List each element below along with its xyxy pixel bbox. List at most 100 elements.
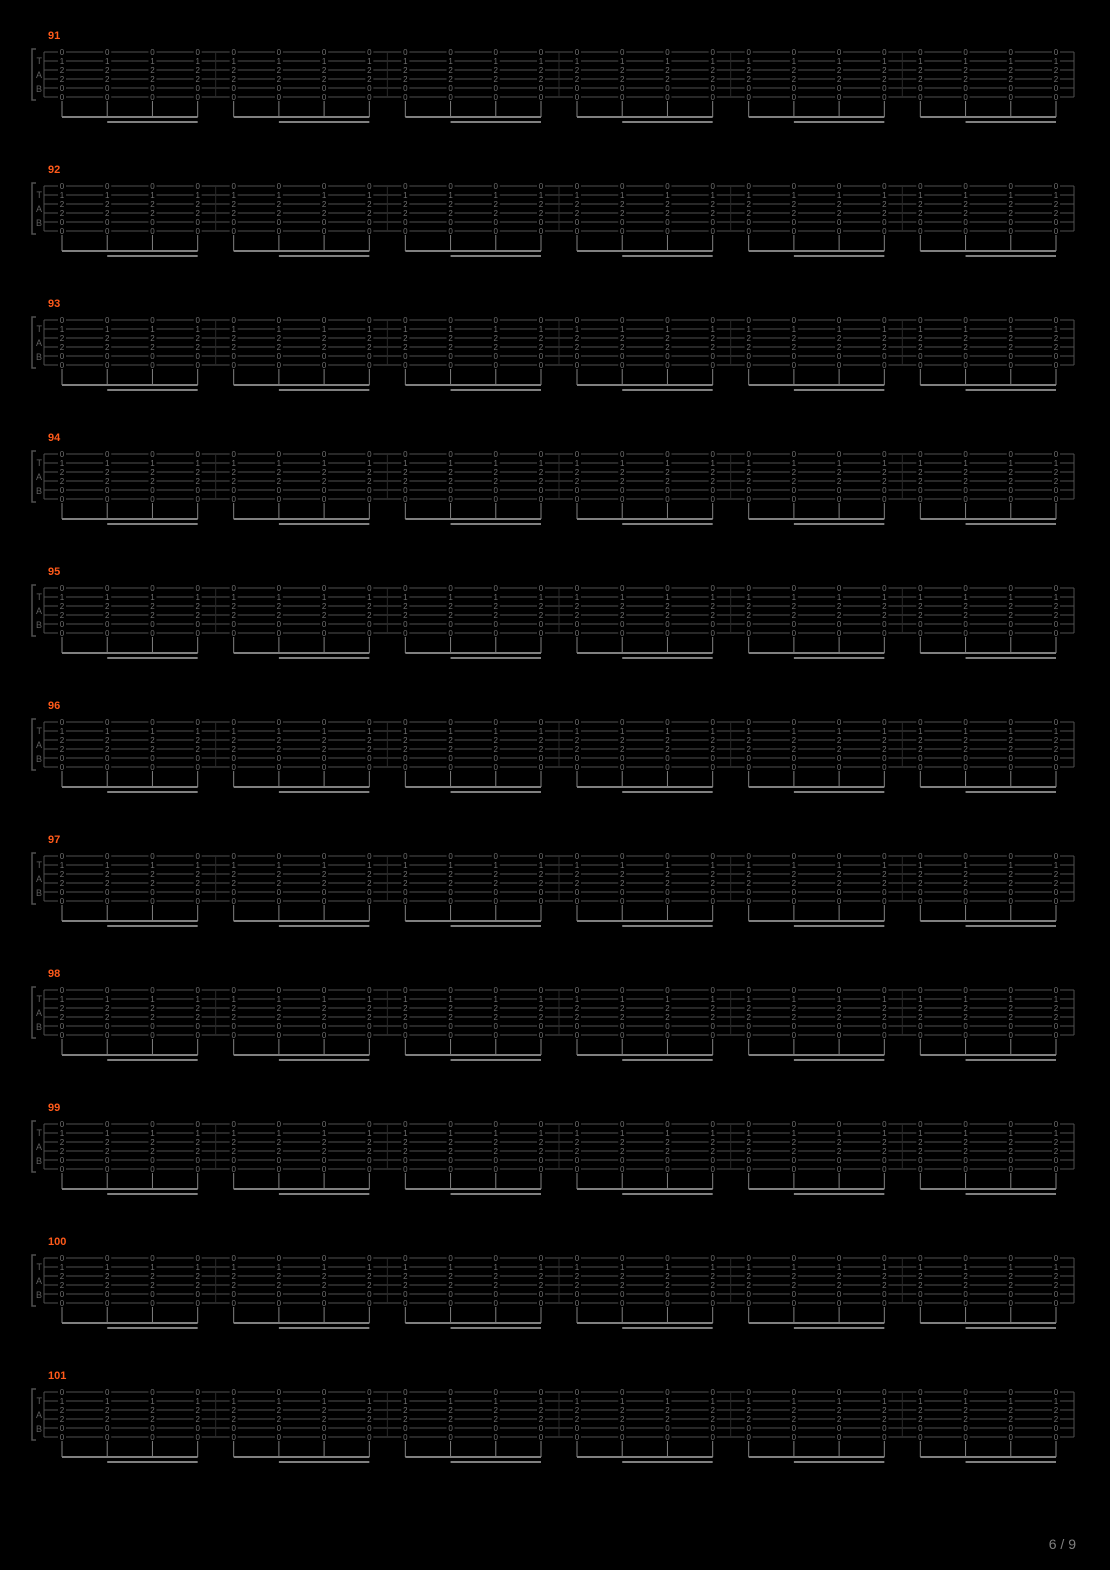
svg-text:2: 2	[792, 200, 797, 209]
svg-text:0: 0	[792, 1254, 797, 1263]
svg-text:0: 0	[1054, 352, 1059, 361]
svg-text:2: 2	[494, 1415, 499, 1424]
svg-text:2: 2	[539, 468, 544, 477]
svg-text:2: 2	[575, 1406, 580, 1415]
tab-staff-svg: TAB0122000122000122000122000122000122000…	[30, 982, 1080, 1092]
svg-text:0: 0	[150, 352, 155, 361]
svg-text:0: 0	[792, 888, 797, 897]
svg-text:0: 0	[277, 718, 282, 727]
svg-text:0: 0	[60, 486, 65, 495]
bar-number-label: 100	[48, 1236, 66, 1248]
svg-text:1: 1	[665, 1397, 670, 1406]
svg-text:1: 1	[105, 459, 110, 468]
svg-text:0: 0	[837, 1424, 842, 1433]
svg-text:0: 0	[918, 495, 923, 504]
svg-text:0: 0	[277, 986, 282, 995]
svg-text:1: 1	[60, 727, 65, 736]
svg-text:1: 1	[882, 593, 887, 602]
svg-text:0: 0	[150, 182, 155, 191]
svg-text:0: 0	[746, 1433, 751, 1442]
svg-text:2: 2	[665, 1013, 670, 1022]
svg-text:2: 2	[918, 477, 923, 486]
svg-text:2: 2	[403, 879, 408, 888]
svg-text:0: 0	[195, 897, 200, 906]
svg-text:1: 1	[963, 57, 968, 66]
svg-text:0: 0	[746, 986, 751, 995]
svg-text:0: 0	[231, 629, 236, 638]
svg-text:2: 2	[231, 1004, 236, 1013]
svg-text:0: 0	[1009, 888, 1014, 897]
svg-text:0: 0	[575, 763, 580, 772]
svg-text:0: 0	[918, 897, 923, 906]
svg-text:0: 0	[1009, 48, 1014, 57]
svg-text:2: 2	[322, 879, 327, 888]
svg-text:1: 1	[195, 995, 200, 1004]
svg-text:2: 2	[448, 1004, 453, 1013]
svg-text:1: 1	[367, 57, 372, 66]
svg-text:2: 2	[792, 66, 797, 75]
svg-text:1: 1	[105, 727, 110, 736]
svg-text:1: 1	[367, 191, 372, 200]
svg-text:2: 2	[746, 1013, 751, 1022]
svg-text:0: 0	[60, 1290, 65, 1299]
svg-text:0: 0	[746, 1290, 751, 1299]
svg-text:0: 0	[665, 888, 670, 897]
svg-text:2: 2	[105, 477, 110, 486]
svg-text:0: 0	[367, 629, 372, 638]
svg-text:0: 0	[448, 986, 453, 995]
svg-text:0: 0	[963, 1120, 968, 1129]
svg-text:T: T	[37, 56, 43, 66]
svg-text:2: 2	[963, 1272, 968, 1281]
svg-text:2: 2	[494, 75, 499, 84]
svg-text:2: 2	[575, 477, 580, 486]
svg-text:0: 0	[277, 1254, 282, 1263]
svg-text:2: 2	[963, 736, 968, 745]
svg-text:1: 1	[1054, 57, 1059, 66]
svg-text:2: 2	[1054, 611, 1059, 620]
svg-text:0: 0	[710, 93, 715, 102]
svg-text:0: 0	[1009, 1031, 1014, 1040]
svg-text:0: 0	[710, 1254, 715, 1263]
svg-text:T: T	[37, 1128, 43, 1138]
svg-text:2: 2	[1009, 745, 1014, 754]
svg-text:0: 0	[322, 352, 327, 361]
svg-text:2: 2	[963, 1004, 968, 1013]
svg-text:2: 2	[575, 1281, 580, 1290]
svg-text:0: 0	[105, 84, 110, 93]
svg-text:2: 2	[403, 200, 408, 209]
svg-text:2: 2	[195, 1406, 200, 1415]
svg-text:2: 2	[150, 1013, 155, 1022]
svg-text:1: 1	[665, 325, 670, 334]
svg-text:2: 2	[837, 75, 842, 84]
svg-text:T: T	[37, 1396, 43, 1406]
svg-text:0: 0	[367, 84, 372, 93]
svg-text:0: 0	[1054, 986, 1059, 995]
svg-text:0: 0	[367, 1388, 372, 1397]
svg-text:2: 2	[403, 1406, 408, 1415]
svg-text:2: 2	[322, 75, 327, 84]
svg-text:0: 0	[105, 852, 110, 861]
svg-text:2: 2	[963, 1147, 968, 1156]
svg-text:1: 1	[963, 191, 968, 200]
svg-text:0: 0	[746, 486, 751, 495]
svg-text:0: 0	[710, 1433, 715, 1442]
svg-text:2: 2	[620, 602, 625, 611]
svg-text:1: 1	[448, 995, 453, 1004]
svg-text:0: 0	[367, 1290, 372, 1299]
svg-text:2: 2	[620, 1004, 625, 1013]
svg-text:0: 0	[620, 1031, 625, 1040]
svg-text:0: 0	[448, 897, 453, 906]
svg-text:2: 2	[918, 1281, 923, 1290]
svg-text:0: 0	[150, 1165, 155, 1174]
svg-text:2: 2	[746, 200, 751, 209]
svg-text:0: 0	[539, 1433, 544, 1442]
svg-text:2: 2	[1054, 870, 1059, 879]
svg-text:2: 2	[231, 66, 236, 75]
svg-text:0: 0	[367, 986, 372, 995]
svg-text:0: 0	[448, 620, 453, 629]
svg-text:1: 1	[448, 57, 453, 66]
svg-text:0: 0	[403, 1290, 408, 1299]
svg-text:1: 1	[710, 191, 715, 200]
svg-text:2: 2	[277, 75, 282, 84]
svg-text:2: 2	[105, 209, 110, 218]
